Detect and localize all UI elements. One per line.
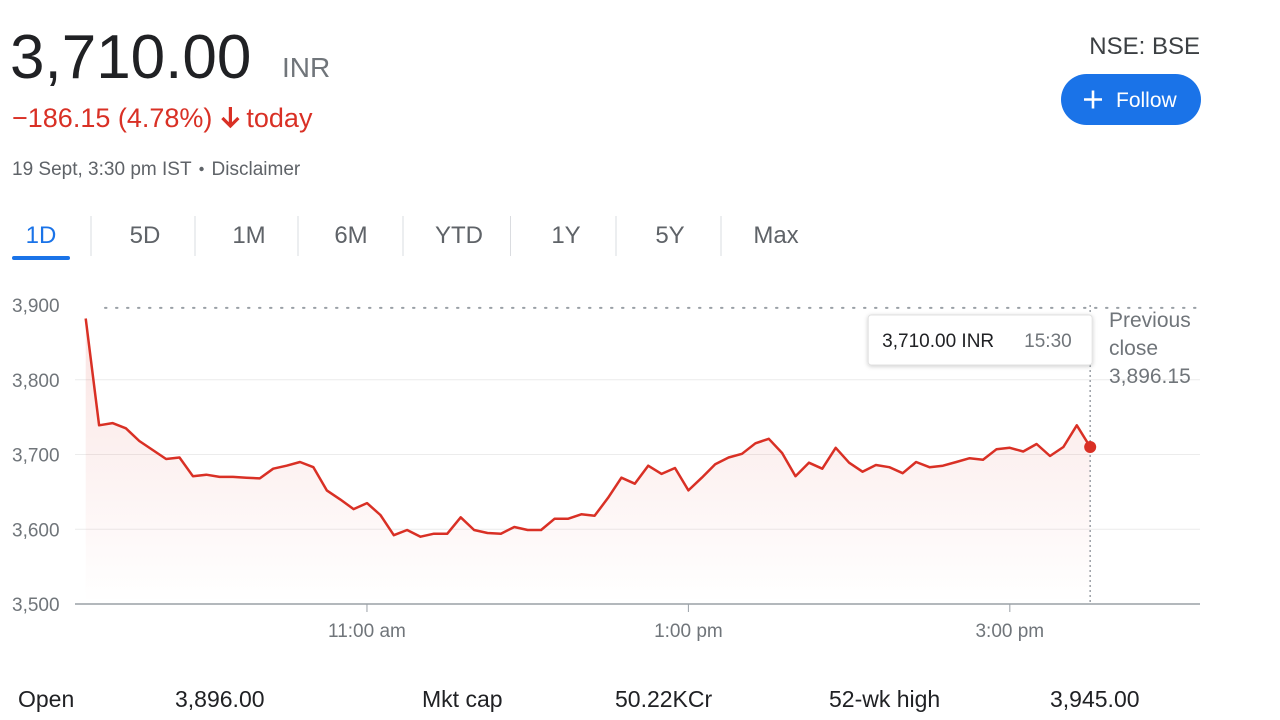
range-tab[interactable]: Max [753,222,798,249]
tooltip-time: 15:30 [1024,331,1072,352]
range-tab[interactable]: 5Y [655,222,684,249]
previous-close-title: Previous close [1109,309,1191,360]
active-tab-indicator [12,256,70,260]
timestamp: 19 Sept, 3:30 pm IST [12,159,192,180]
down-arrow-icon [221,107,240,129]
disclaimer-link[interactable]: Disclaimer [212,159,301,180]
y-tick-label: 3,800 [12,371,60,392]
stat-value: 3,896.00 [175,686,265,712]
follow-label[interactable]: Follow [1116,89,1178,112]
price: 3,710.00 [10,23,251,92]
range-tab[interactable]: 6M [334,222,367,249]
y-tick-label: 3,600 [12,520,60,541]
x-tick-label: 1:00 pm [654,621,723,642]
x-tick-label: 11:00 am [328,621,406,642]
tooltip: 3,710.00 INR 15:30 [867,314,1093,366]
stat-label: Mkt cap [422,686,503,712]
price-area [85,318,1091,604]
y-tick-label: 3,700 [12,446,60,467]
range-tabs: 1D 5D 1M 6M YTD 1Y 5Y Max [12,216,799,260]
stat-label: Open [18,686,74,712]
stat-value: 50.22KCr [615,686,713,712]
currency: INR [282,52,330,83]
change-period: today [246,103,313,133]
range-tab[interactable]: 1Y [551,222,580,249]
current-point [1084,441,1097,454]
price-line [84,318,1092,538]
separator-dot [199,166,204,172]
exchange: NSE: BSE [1089,33,1200,60]
price-change: −186.15 (4.78%) [12,103,212,133]
range-tab[interactable]: YTD [435,222,483,249]
follow-button-bg[interactable] [1061,74,1201,125]
x-tick-label: 3:00 pm [975,621,1044,642]
previous-close-text: Previous close 3,896.15 [1109,307,1201,391]
tooltip-value: 3,710.00 INR [882,331,994,352]
plus-icon [1084,90,1102,109]
y-tick-label: 3,900 [12,296,60,317]
tooltip-box [867,314,1093,366]
y-tick-label: 3,500 [12,595,60,616]
stat-value: 3,945.00 [1050,686,1140,712]
price-chart: 3,500 3,600 3,700 3,800 3,900 11:00 am 1:00 pm… [12,296,1201,642]
stats-row: Open 3,896.00 Mkt cap 50.22KCr 52-wk high 3,9… [18,686,1140,712]
previous-close-label: Previous close 3,896.15 [1109,307,1201,391]
range-tab[interactable]: 1D [26,222,57,249]
stat-label: 52-wk high [829,686,940,712]
range-tab[interactable]: 5D [130,222,161,249]
follow-button[interactable]: Follow [1061,74,1201,125]
range-tab[interactable]: 1M [232,222,265,249]
previous-close-value: 3,896.15 [1109,365,1191,388]
